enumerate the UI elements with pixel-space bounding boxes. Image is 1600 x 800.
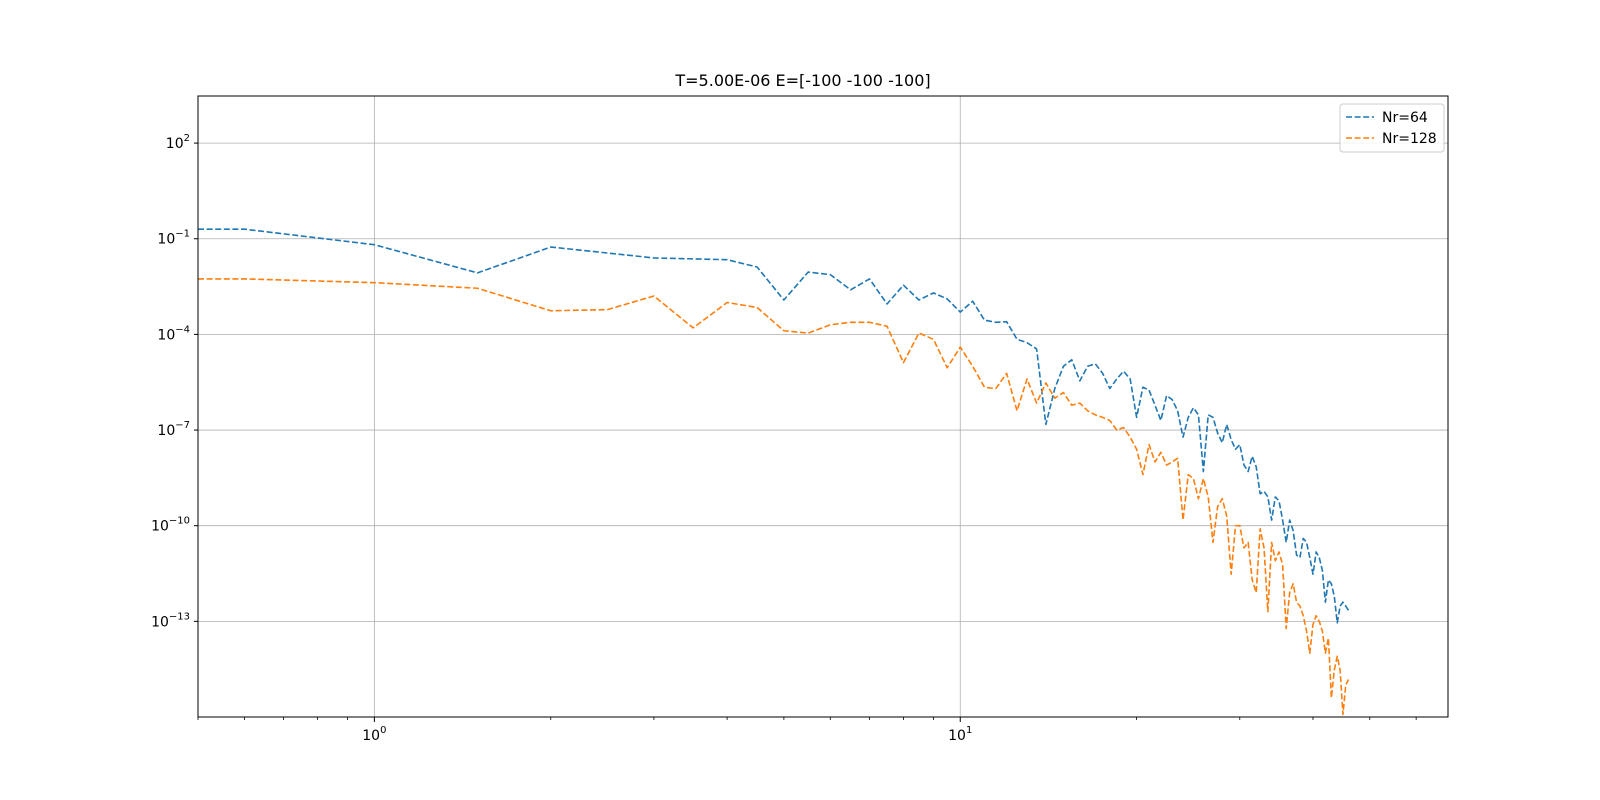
plot-frame [197, 95, 1449, 718]
y-tick-label: 10−10 [151, 516, 190, 535]
y-tick-label: 10−4 [157, 324, 190, 343]
chart-title: T=5.00E-06 E=[-100 -100 -100] [674, 71, 930, 90]
y-tick-label: 10−13 [151, 611, 190, 630]
y-tick-label: 10−7 [157, 420, 190, 439]
series-line-1 [198, 228, 1350, 624]
y-tick-label: 10−1 [157, 229, 190, 248]
x-tick-label: 100 [362, 725, 386, 744]
series-layer [198, 228, 1350, 716]
legend: Nr=64 Nr=128 [1339, 103, 1445, 153]
x-tick-label: 101 [948, 725, 972, 744]
legend-label: Nr=128 [1382, 131, 1437, 147]
grid-layer [198, 96, 1448, 717]
legend-label: Nr=64 [1382, 110, 1428, 126]
y-tick-label: 102 [166, 133, 190, 152]
series-line-2 [198, 278, 1350, 716]
ticks-layer: 102 10−1 10−4 10−7 10−10 10−13 100 101 [151, 133, 1417, 744]
legend-box [1339, 103, 1445, 153]
